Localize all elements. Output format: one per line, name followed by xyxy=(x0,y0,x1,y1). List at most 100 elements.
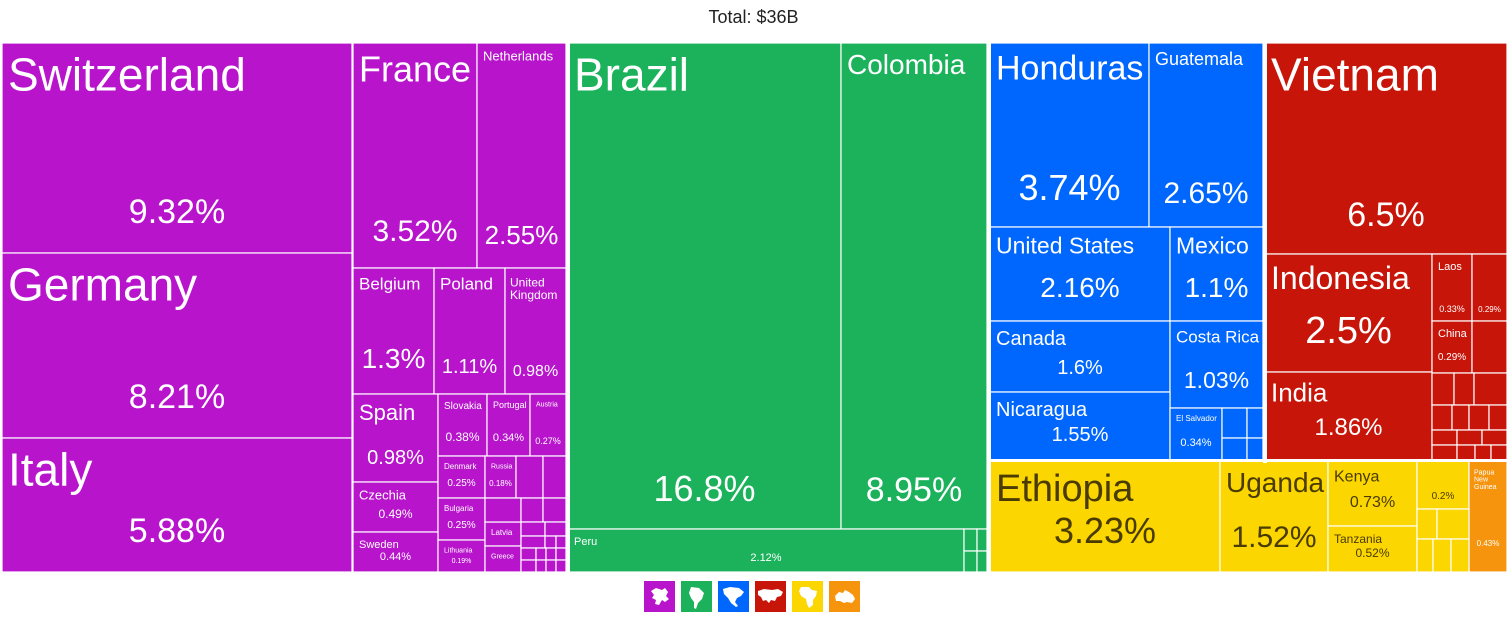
tile-united-states[interactable] xyxy=(989,226,1171,322)
small-tile[interactable] xyxy=(515,455,544,499)
small-tile[interactable] xyxy=(520,535,546,549)
small-tile[interactable] xyxy=(1451,404,1470,431)
small-tile[interactable] xyxy=(1456,429,1483,446)
tile-costa-rica[interactable] xyxy=(1169,320,1264,409)
tile-label: Laos xyxy=(1438,261,1462,273)
tile-value: 16.8% xyxy=(653,468,755,509)
tile-czechia[interactable] xyxy=(352,481,439,533)
tile-mexico[interactable] xyxy=(1169,226,1264,322)
small-tile[interactable] xyxy=(1468,404,1490,431)
tile-label: Belgium xyxy=(359,274,420,293)
legend-oceania[interactable] xyxy=(829,581,860,612)
tile-ethiopia[interactable] xyxy=(989,460,1221,573)
tile-label: Lithuania xyxy=(444,547,473,554)
small-tile[interactable] xyxy=(542,455,567,499)
tile-brazil[interactable] xyxy=(567,42,842,530)
tile-value: 0.19% xyxy=(452,558,472,565)
tile-portugal[interactable] xyxy=(486,393,531,457)
legend-south-america[interactable] xyxy=(681,581,712,612)
small-tile[interactable] xyxy=(1488,404,1507,431)
tile-label: Spain xyxy=(359,400,415,425)
small-tile[interactable] xyxy=(1474,444,1492,461)
small-tile[interactable] xyxy=(1431,429,1458,446)
tile-sweden[interactable] xyxy=(352,531,439,573)
tile-netherlands[interactable] xyxy=(476,42,567,269)
asia-icon xyxy=(758,589,783,603)
tile-belgium[interactable] xyxy=(352,267,435,395)
tile-colombia[interactable] xyxy=(840,42,988,530)
tile-guatemala[interactable] xyxy=(1148,42,1264,228)
tile-china[interactable] xyxy=(1431,320,1473,374)
tile-honduras[interactable] xyxy=(989,42,1150,228)
small-tile[interactable] xyxy=(1246,407,1264,439)
legend-asia[interactable] xyxy=(755,581,786,612)
tile-papua-new-guinea[interactable] xyxy=(1468,460,1507,573)
small-tile[interactable] xyxy=(976,528,988,552)
small-tile[interactable] xyxy=(544,535,557,549)
tile-spain[interactable] xyxy=(352,393,439,483)
small-tile[interactable] xyxy=(1221,407,1248,439)
small-tile[interactable] xyxy=(1221,437,1248,461)
small-tile[interactable] xyxy=(1436,508,1470,540)
tile-switzerland[interactable] xyxy=(1,42,353,254)
tile-nicaragua[interactable] xyxy=(989,391,1171,461)
small-tile[interactable] xyxy=(542,497,567,523)
tile-value: 0.29% xyxy=(1478,305,1501,314)
tile-label: Colombia xyxy=(847,49,966,80)
tile-tanzania[interactable] xyxy=(1327,525,1418,573)
small-tile[interactable] xyxy=(520,547,537,561)
small-tile[interactable] xyxy=(1416,538,1434,573)
small-tile[interactable] xyxy=(545,547,557,561)
tile-austria[interactable] xyxy=(529,393,567,457)
small-tile[interactable] xyxy=(976,550,988,573)
tile-poland[interactable] xyxy=(433,267,506,395)
small-tile[interactable] xyxy=(1432,538,1452,573)
small-tile[interactable] xyxy=(963,550,978,573)
tile-india[interactable] xyxy=(1264,371,1433,461)
small-tile[interactable] xyxy=(520,559,537,573)
small-tile[interactable] xyxy=(1431,404,1453,431)
small-tile[interactable] xyxy=(1246,437,1264,461)
tile-0-2[interactable] xyxy=(1416,460,1470,510)
small-tile[interactable] xyxy=(535,559,547,573)
tile-france[interactable] xyxy=(352,42,478,269)
tile-russia[interactable] xyxy=(484,455,517,499)
tile-value: 0.44% xyxy=(380,551,411,563)
small-tile[interactable] xyxy=(1431,444,1458,461)
small-tile[interactable] xyxy=(484,497,522,523)
small-tile[interactable] xyxy=(1456,444,1476,461)
small-tile[interactable] xyxy=(1490,444,1507,461)
small-tile[interactable] xyxy=(1450,538,1470,573)
tile-value: 0.43% xyxy=(1477,539,1500,548)
tile-kenya[interactable] xyxy=(1327,460,1418,527)
small-tile[interactable] xyxy=(1431,372,1455,406)
small-tile[interactable] xyxy=(544,521,567,537)
tile-label: Sweden xyxy=(359,539,399,551)
tile-value: 1.52% xyxy=(1231,521,1316,554)
small-tile[interactable] xyxy=(1416,508,1438,540)
small-tile[interactable] xyxy=(520,497,544,523)
small-tile[interactable] xyxy=(1453,372,1475,406)
tile-germany[interactable] xyxy=(1,252,353,439)
tile-laos[interactable] xyxy=(1431,253,1473,322)
tile-peru[interactable] xyxy=(567,528,965,573)
tile-lithuania[interactable] xyxy=(437,539,486,573)
small-tile[interactable] xyxy=(555,535,567,549)
small-tile[interactable] xyxy=(963,528,978,552)
small-tile[interactable] xyxy=(555,547,567,561)
legend-north-america[interactable] xyxy=(718,581,749,612)
legend-europe[interactable] xyxy=(644,581,675,612)
tile-united-kingdom[interactable] xyxy=(504,267,567,395)
small-tile[interactable] xyxy=(520,521,546,537)
tile-greece[interactable] xyxy=(484,545,522,573)
small-tile[interactable] xyxy=(1471,320,1507,374)
tile-uganda[interactable] xyxy=(1219,460,1329,573)
legend-africa[interactable] xyxy=(792,581,823,612)
small-tile[interactable] xyxy=(1473,372,1507,406)
small-tile[interactable] xyxy=(555,559,567,573)
small-tile[interactable] xyxy=(535,547,547,561)
small-tile[interactable] xyxy=(1481,429,1507,446)
tile-el-salvador[interactable] xyxy=(1169,407,1223,461)
tile-italy[interactable] xyxy=(1,437,353,573)
small-tile[interactable] xyxy=(545,559,557,573)
